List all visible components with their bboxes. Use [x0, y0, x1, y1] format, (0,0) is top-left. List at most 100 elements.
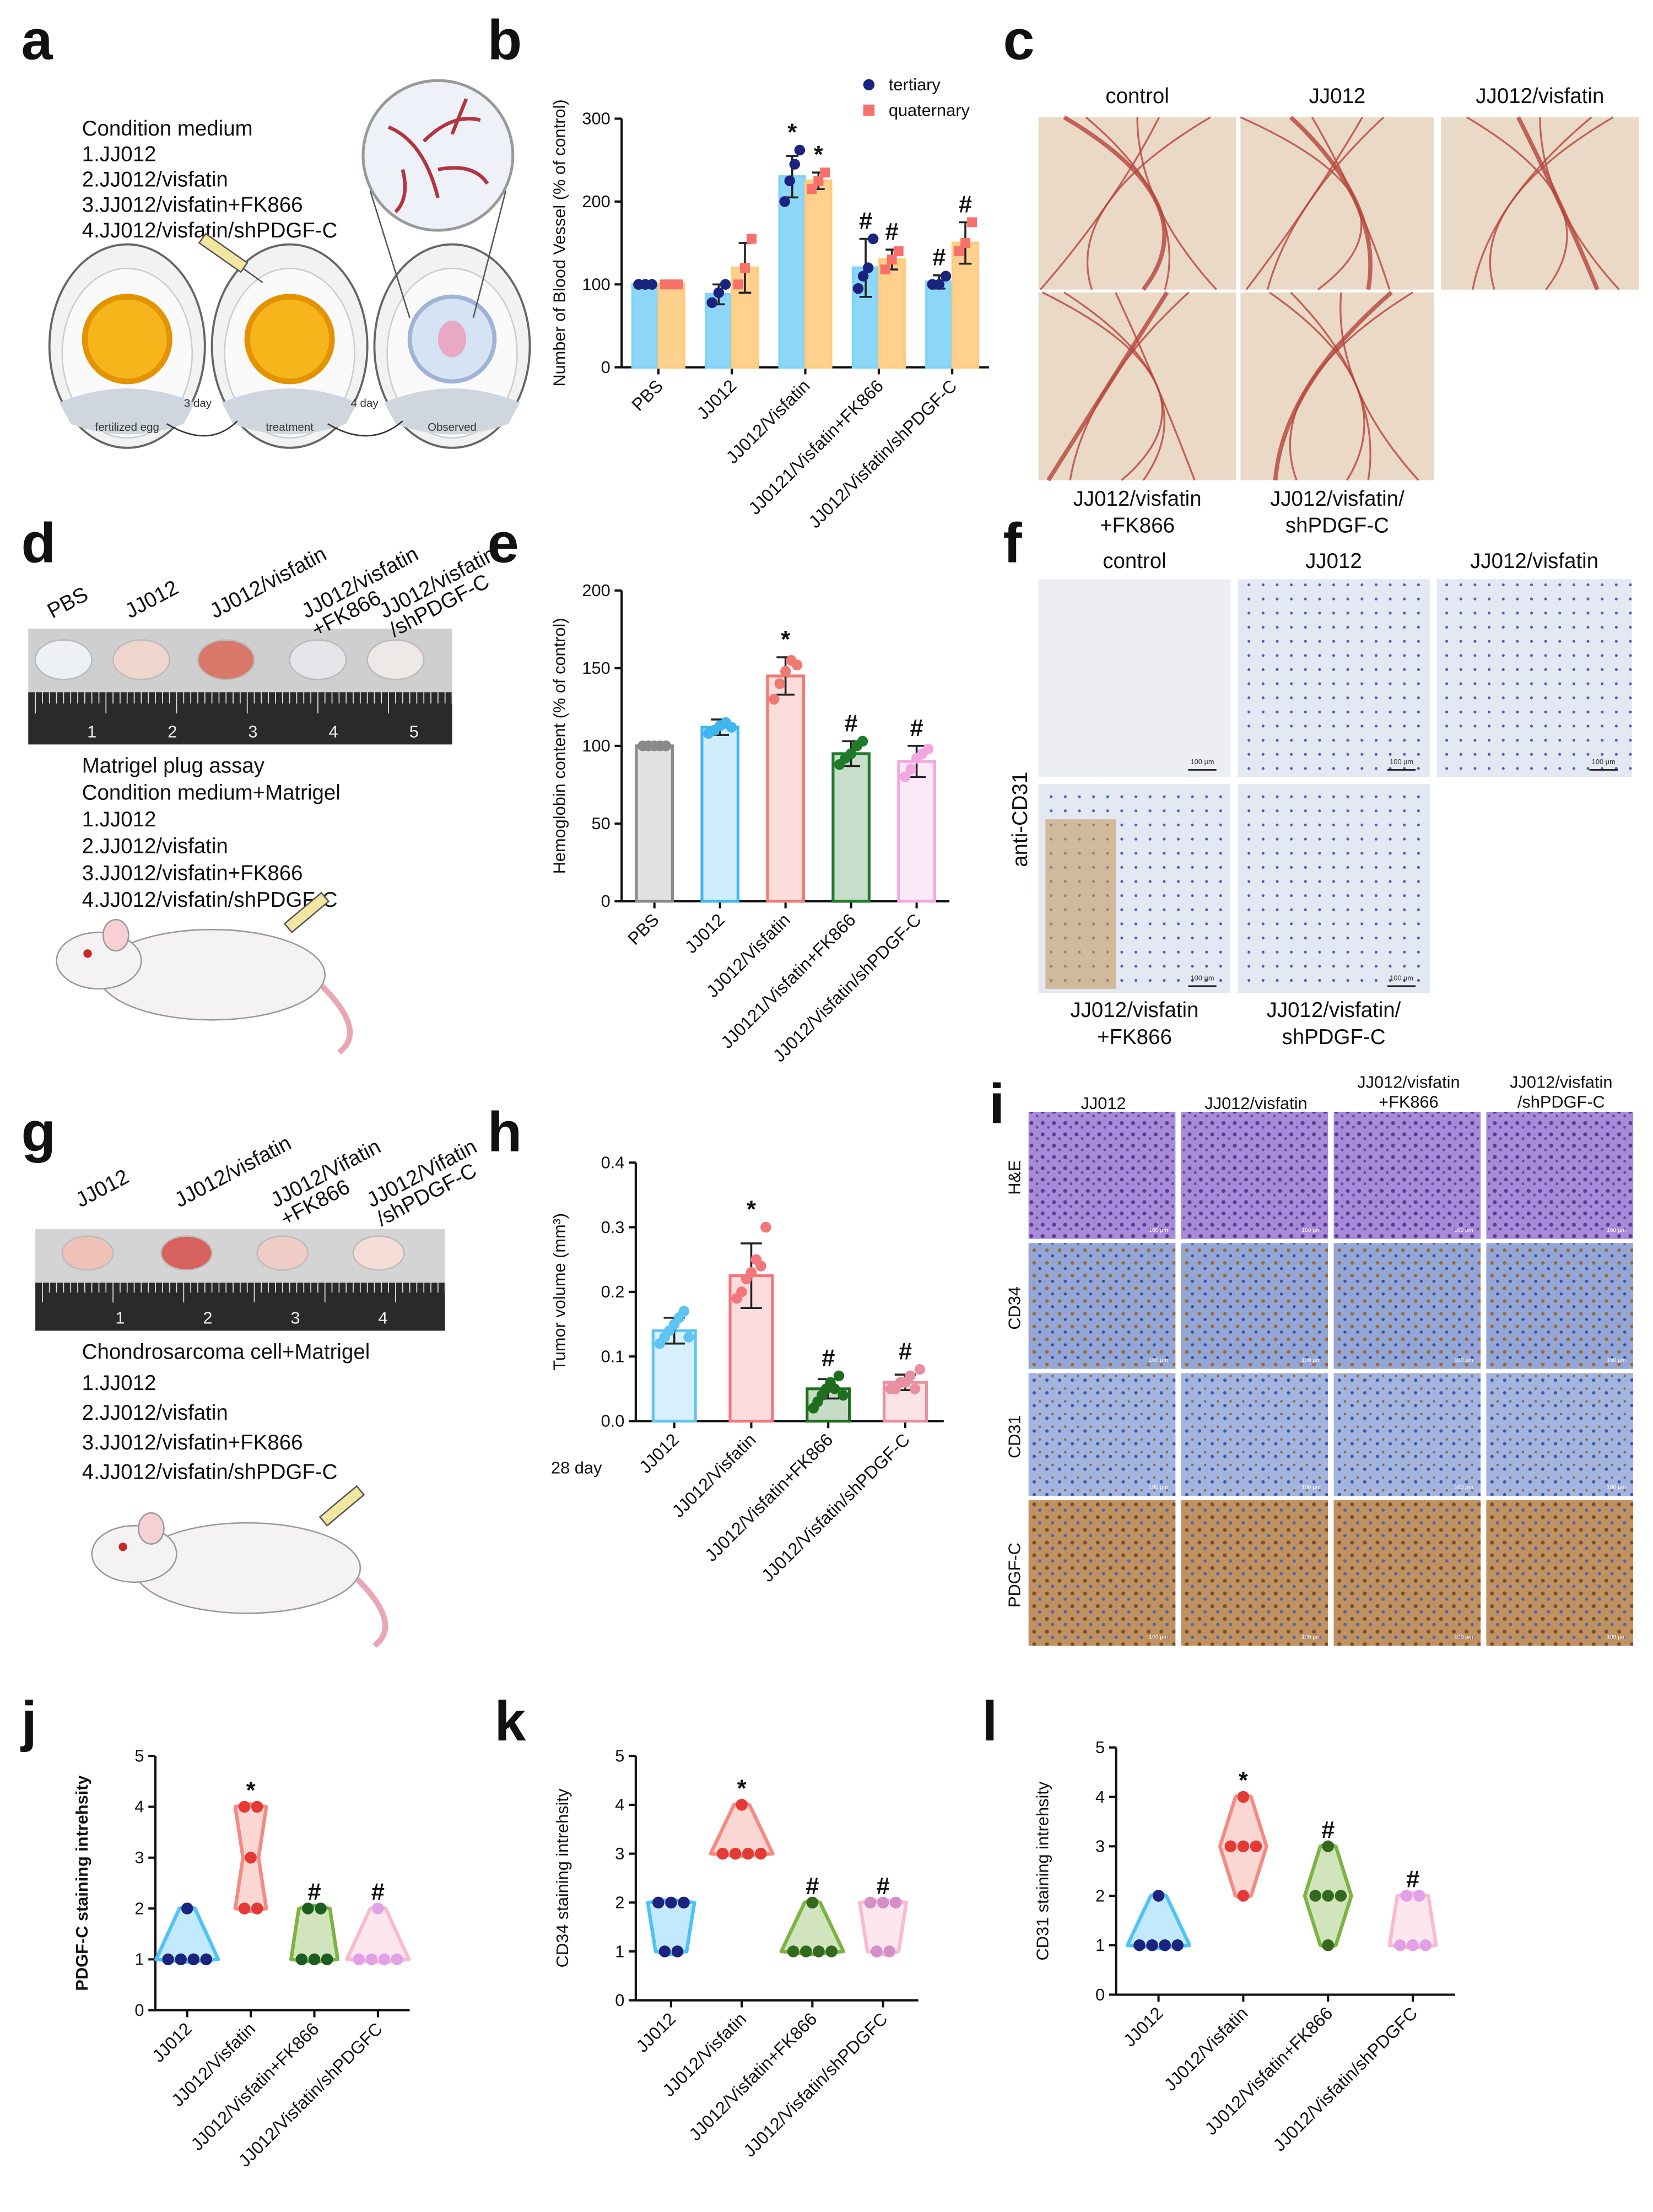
ruler-number: 3: [248, 722, 257, 741]
list-item: 1.JJ012: [82, 142, 156, 166]
data-point: [768, 694, 780, 705]
micrograph: [1181, 1500, 1328, 1646]
image-label: shPDGF-C: [1282, 1025, 1386, 1049]
data-point: [1335, 1890, 1347, 1902]
tumor: [256, 1235, 309, 1271]
y-tick-label: 5: [134, 1746, 144, 1765]
list-item: 1.JJ012: [82, 808, 156, 831]
data-point: [905, 764, 916, 775]
scale-bar-text: 100 µm: [1149, 1485, 1168, 1491]
annotation: *: [737, 1776, 747, 1802]
annotation: *: [781, 626, 790, 653]
note: 28 day: [551, 1458, 602, 1477]
data-point: [825, 1945, 838, 1957]
micrograph: [1238, 784, 1430, 993]
x-tick-label: JJ012: [635, 1430, 683, 1477]
vessel: [1266, 116, 1385, 290]
data-point: [857, 735, 868, 747]
ruler-number: 1: [87, 722, 96, 741]
x-tick-label: JJ012/Visfatin/shPDGFC: [739, 2009, 892, 2161]
mouse-eye: [83, 949, 92, 958]
data-point: [251, 1902, 263, 1914]
ruler-number: 2: [203, 1308, 212, 1328]
y-tick-label: 0.1: [601, 1346, 625, 1366]
list-item: 3.JJ012/visfatin+FK866: [82, 193, 303, 217]
annotation: #: [885, 219, 899, 245]
row-label: H&E: [1004, 1160, 1024, 1195]
data-point: [683, 1332, 694, 1343]
syringe: [283, 891, 330, 934]
yolk: [244, 294, 335, 385]
image-label: control: [1105, 84, 1169, 108]
column-label: JJ012: [121, 576, 182, 623]
vessel: [1289, 291, 1413, 481]
image-label: JJ012/visfatin/: [1270, 487, 1404, 511]
y-tick-label: 200: [582, 581, 610, 600]
caption: fertilized egg: [95, 421, 159, 434]
x-tick-label: PBS: [628, 376, 667, 415]
mouse-tail: [355, 1577, 388, 1648]
data-point: [713, 287, 725, 299]
data-point: [794, 144, 806, 156]
column-label: PBS: [44, 582, 92, 623]
micrograph: [1333, 1243, 1481, 1369]
x-tick-label: JJ012/Visfatin+FK866: [701, 1430, 836, 1565]
data-point: [733, 279, 743, 290]
data-point: [175, 1953, 187, 1966]
data-point: [673, 279, 683, 290]
image-label: +FK866: [1100, 514, 1175, 538]
needle: [242, 268, 263, 283]
photo: [1038, 292, 1236, 480]
caption: 4 day: [350, 397, 379, 409]
annotation: #: [806, 1873, 819, 1900]
data-point: [1171, 1939, 1184, 1951]
caption: treatment: [266, 421, 314, 434]
data-point: [1133, 1939, 1146, 1951]
y-axis-label: CD31 staining intrehsity: [1033, 1781, 1052, 1960]
data-point: [755, 1261, 766, 1272]
heading: Condition medium: [82, 117, 253, 140]
y-tick-label: 300: [582, 109, 610, 128]
data-point: [238, 1800, 251, 1813]
bar: [831, 752, 871, 903]
y-tick-label: 0.3: [601, 1218, 625, 1237]
data-point: [1237, 1890, 1250, 1902]
data-point: [864, 1896, 877, 1909]
scale-bar-text: 100 µm: [1301, 1485, 1320, 1491]
annotation: *: [246, 1777, 256, 1804]
data-point: [914, 1364, 926, 1375]
list-item: 2.JJ012/visfatin: [82, 835, 228, 858]
data-point: [1407, 1939, 1419, 1951]
heading: Matrigel plug assay: [82, 754, 265, 778]
y-tick-label: 0: [601, 891, 611, 911]
bar: [878, 258, 906, 369]
bar: [766, 674, 805, 903]
mouse-ear: [138, 1512, 165, 1545]
micrograph: [1486, 1373, 1634, 1496]
micrograph: [1486, 1243, 1634, 1369]
x-tick-label: JJ012/Visfatin+FK866: [685, 2009, 820, 2144]
row-label: PDGF-C: [1004, 1543, 1024, 1608]
vessel: [1039, 117, 1160, 290]
micrograph: [1181, 1243, 1328, 1369]
photo: [1240, 117, 1434, 290]
bar: [925, 280, 953, 369]
scale-bar-text: 100 µm: [1454, 1358, 1473, 1364]
data-point: [740, 263, 750, 273]
data-point: [1152, 1890, 1165, 1902]
column-label: JJ012/visfatin: [1204, 1094, 1307, 1113]
column-label: /shPDGF-C: [1517, 1092, 1605, 1111]
data-point: [871, 1945, 883, 1957]
annotation: #: [959, 191, 972, 218]
micrograph: [1333, 1373, 1481, 1496]
data-point: [1146, 1939, 1158, 1951]
micrograph: [1333, 1500, 1481, 1646]
data-point: [833, 1370, 845, 1382]
micrograph: [1181, 1373, 1328, 1496]
y-tick-label: 3: [1095, 1837, 1105, 1856]
micrograph: [1028, 1500, 1176, 1646]
data-point: [1322, 1840, 1335, 1853]
y-tick-label: 2: [615, 1893, 624, 1912]
data-point: [162, 1953, 174, 1966]
vessel: [1085, 116, 1171, 290]
